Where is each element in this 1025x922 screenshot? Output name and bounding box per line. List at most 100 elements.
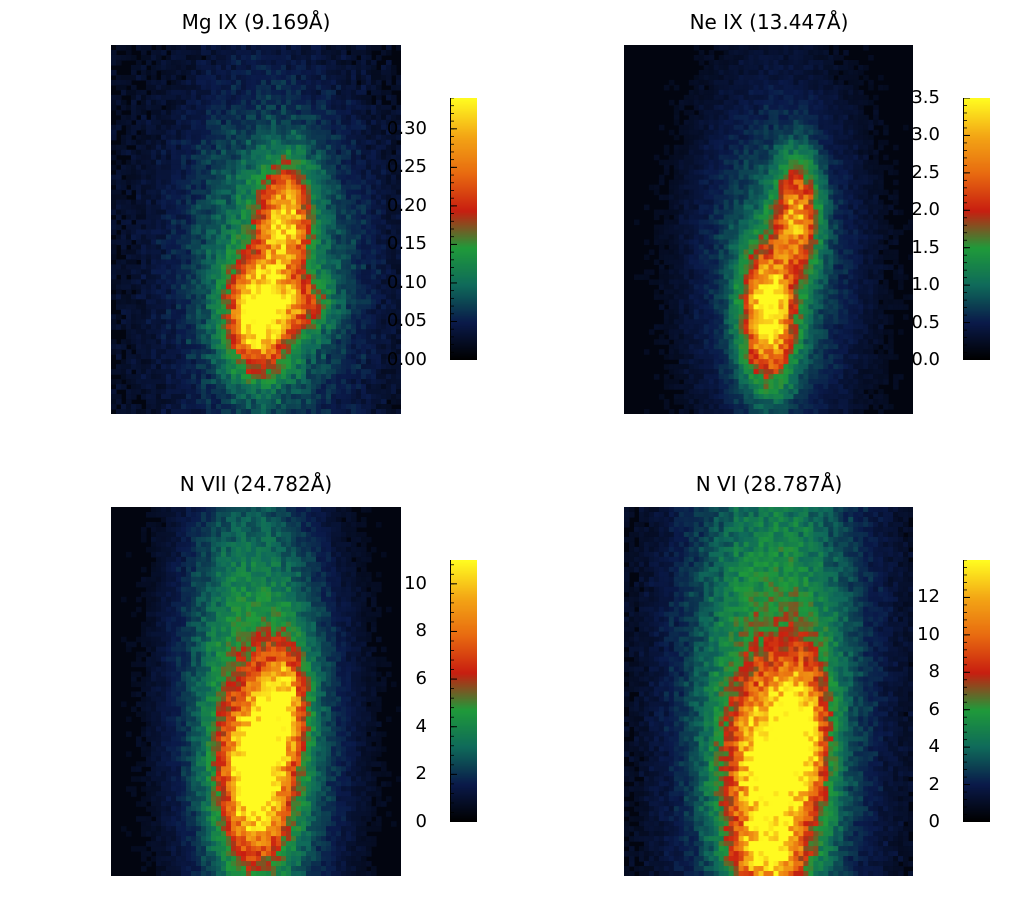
heatmap-cell	[181, 109, 187, 116]
heatmap-cell	[271, 59, 277, 66]
heatmap-cell	[151, 224, 157, 231]
heatmap-cell	[713, 104, 720, 111]
heatmap-cell	[316, 94, 322, 101]
heatmap-cell	[296, 334, 302, 340]
heatmap-cell	[276, 129, 282, 136]
heatmap-cell	[296, 59, 302, 66]
heatmap-cell	[346, 299, 352, 305]
heatmap-cell	[316, 384, 322, 390]
heatmap-cell	[211, 99, 217, 106]
heatmap-cell	[326, 374, 332, 380]
heatmap-cell	[838, 79, 844, 86]
heatmap-cell	[186, 204, 192, 211]
heatmap-cell	[748, 119, 755, 126]
heatmap-cell	[131, 234, 137, 241]
heatmap-cell	[778, 129, 785, 136]
heatmap-cell	[181, 269, 187, 275]
heatmap-cell	[161, 324, 167, 330]
colorbar-segment	[450, 108, 477, 111]
heatmap-cell	[221, 159, 227, 166]
heatmap-cell	[311, 379, 317, 385]
heatmap-cell	[211, 109, 217, 116]
heatmap-cell	[743, 59, 750, 66]
heatmap-cell	[336, 174, 342, 181]
heatmap-cell	[176, 409, 182, 414]
heatmap-cell	[266, 314, 272, 320]
heatmap-cell	[116, 45, 122, 51]
heatmap-cell	[166, 104, 172, 111]
heatmap-cell	[703, 109, 710, 116]
heatmap-cell	[321, 45, 327, 51]
heatmap-cell	[261, 119, 267, 126]
heatmap-cell	[151, 364, 157, 370]
heatmap-cell	[136, 59, 142, 66]
heatmap-cell	[798, 69, 804, 76]
heatmap-cell	[216, 149, 222, 156]
heatmap-cell	[241, 194, 247, 201]
heatmap-cell	[356, 334, 362, 340]
heatmap-cell	[256, 189, 262, 196]
heatmap-cell	[161, 334, 167, 340]
heatmap-cell	[216, 54, 222, 61]
heatmap-cell	[381, 349, 387, 355]
heatmap-cell	[261, 89, 267, 96]
heatmap-cell	[773, 84, 780, 91]
heatmap-cell	[336, 99, 342, 106]
heatmap-cell	[201, 294, 207, 300]
heatmap-cell	[301, 89, 307, 96]
heatmap-cell	[718, 124, 725, 131]
heatmap-cell	[111, 319, 117, 325]
heatmap-cell	[201, 394, 207, 400]
heatmap-cell	[758, 129, 765, 136]
heatmap-cell	[291, 169, 297, 176]
heatmap-cell	[221, 129, 227, 136]
heatmap-cell	[773, 45, 780, 51]
heatmap-cell	[226, 239, 232, 246]
heatmap-cell	[176, 114, 182, 121]
heatmap-cell	[376, 214, 382, 221]
heatmap-cell	[221, 324, 227, 330]
heatmap-cell	[341, 229, 347, 236]
heatmap-cell	[281, 194, 287, 201]
heatmap-cell	[366, 224, 372, 231]
heatmap-cell	[823, 64, 829, 71]
heatmap-cell	[121, 84, 127, 91]
heatmap-cell	[281, 324, 287, 330]
colorbar-segment	[450, 294, 477, 297]
heatmap-cell	[226, 45, 232, 51]
heatmap-cell	[376, 344, 382, 350]
heatmap-cell	[296, 279, 302, 285]
heatmap-cell	[311, 45, 317, 51]
heatmap-cell	[181, 399, 187, 405]
heatmap-cell	[778, 59, 785, 66]
heatmap-cell	[843, 124, 849, 131]
heatmap-cell	[161, 279, 167, 285]
heatmap-cell	[391, 109, 397, 116]
heatmap-cell	[376, 114, 382, 121]
heatmap-cell	[201, 149, 207, 156]
heatmap-cell	[321, 159, 327, 166]
heatmap-cell	[311, 219, 317, 226]
heatmap-cell	[311, 89, 317, 96]
heatmap-cell	[301, 334, 307, 340]
heatmap-cell	[136, 239, 142, 246]
colorbar-segment	[450, 130, 477, 133]
heatmap-cell	[241, 144, 247, 151]
heatmap-cell	[191, 69, 197, 76]
heatmap-cell	[316, 114, 322, 121]
heatmap-cell	[166, 384, 172, 390]
heatmap-cell	[161, 254, 167, 261]
heatmap-cell	[286, 329, 292, 335]
heatmap-cell	[321, 374, 327, 380]
heatmap-cell	[326, 254, 332, 261]
heatmap-cell	[336, 149, 342, 156]
heatmap-cell	[206, 114, 212, 121]
heatmap-cell	[773, 69, 780, 76]
heatmap-cell	[116, 289, 122, 295]
heatmap-cell	[356, 309, 362, 315]
heatmap-cell	[306, 304, 312, 310]
heatmap-cell	[231, 144, 237, 151]
heatmap-cell	[341, 334, 347, 340]
heatmap-cell	[256, 59, 262, 66]
heatmap-cell	[151, 309, 157, 315]
